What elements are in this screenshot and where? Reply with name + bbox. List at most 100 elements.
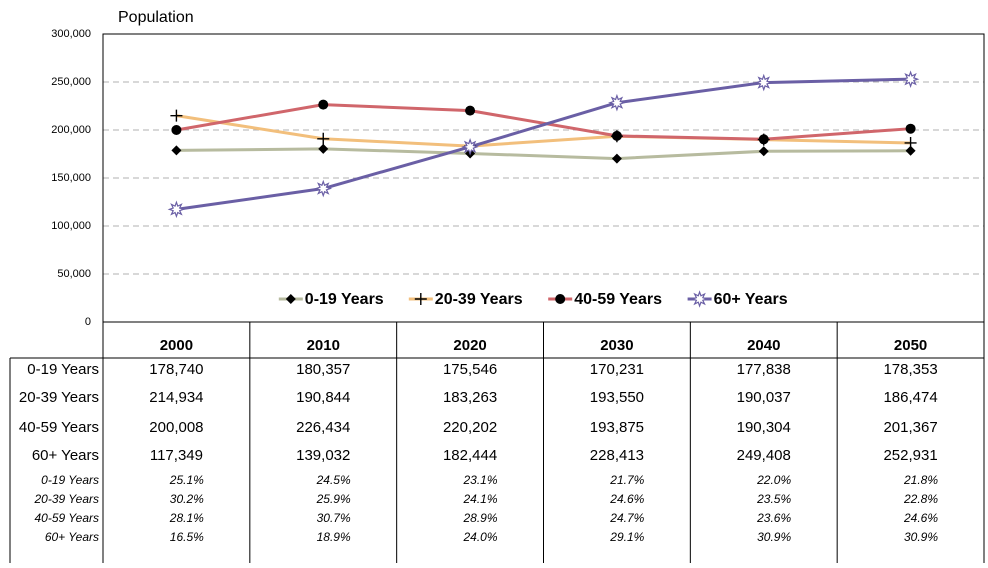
table-cell: 23.1% bbox=[462, 473, 497, 487]
marker bbox=[611, 130, 622, 141]
table-cell: 226,434 bbox=[296, 419, 350, 436]
y-tick-label: 0 bbox=[85, 316, 91, 328]
table-cell: 200,008 bbox=[149, 419, 203, 436]
marker bbox=[690, 290, 709, 308]
column-header: 2050 bbox=[894, 337, 927, 354]
table-cell: 139,032 bbox=[296, 447, 350, 464]
table-cell: 190,844 bbox=[296, 389, 350, 406]
table-cell: 193,875 bbox=[590, 419, 644, 436]
table-cell: 16.5% bbox=[170, 530, 204, 544]
table-cell: 25.9% bbox=[316, 492, 351, 506]
table-cell: 29.1% bbox=[609, 530, 644, 544]
marker bbox=[555, 294, 566, 304]
marker bbox=[318, 143, 329, 154]
table-cell: 252,931 bbox=[883, 447, 937, 464]
table-cell: 24.5% bbox=[316, 473, 351, 487]
marker bbox=[904, 136, 917, 149]
marker bbox=[758, 134, 769, 145]
legend-label: 20-39 Years bbox=[435, 291, 523, 308]
table-cell: 201,367 bbox=[883, 419, 937, 436]
table-cell: 228,413 bbox=[590, 447, 644, 464]
table-cell: 178,740 bbox=[149, 361, 203, 378]
column-header: 2020 bbox=[453, 337, 486, 354]
marker bbox=[465, 105, 476, 116]
table-cell: 22.8% bbox=[903, 492, 938, 506]
row-label: 0-19 Years bbox=[41, 473, 99, 487]
marker bbox=[314, 179, 333, 198]
table-cell: 28.1% bbox=[169, 511, 204, 525]
table-cell: 193,550 bbox=[590, 389, 644, 406]
table-cell: 178,353 bbox=[883, 361, 937, 378]
column-header: 2000 bbox=[160, 337, 193, 354]
table-cell: 24.6% bbox=[903, 511, 938, 525]
series-line bbox=[176, 114, 911, 148]
table-cell: 25.1% bbox=[169, 473, 204, 487]
marker bbox=[608, 93, 626, 112]
legend-item: 60+ Years bbox=[687, 290, 788, 308]
table-cell: 23.5% bbox=[756, 492, 791, 506]
column-header: 2030 bbox=[600, 337, 633, 354]
column-header: 2010 bbox=[307, 337, 340, 354]
table-cell: 30.9% bbox=[904, 530, 938, 544]
marker bbox=[905, 145, 916, 156]
marker bbox=[317, 132, 330, 145]
row-label: 0-19 Years bbox=[27, 361, 99, 378]
table-cell: 18.9% bbox=[317, 530, 351, 544]
table-cell: 186,474 bbox=[883, 389, 937, 406]
row-label: 20-39 Years bbox=[19, 389, 99, 406]
table-cell: 21.7% bbox=[609, 473, 644, 487]
y-tick-label: 300,000 bbox=[51, 28, 91, 40]
marker bbox=[171, 145, 182, 156]
table-cell: 24.7% bbox=[609, 511, 644, 525]
table-cell: 30.7% bbox=[317, 511, 351, 525]
table-cell: 21.8% bbox=[903, 473, 938, 487]
table-cell: 182,444 bbox=[443, 447, 497, 464]
table-cell: 30.9% bbox=[757, 530, 791, 544]
table-cell: 24.6% bbox=[609, 492, 644, 506]
y-tick-label: 200,000 bbox=[51, 124, 91, 136]
legend-label: 60+ Years bbox=[714, 291, 788, 308]
table-cell: 24.1% bbox=[462, 492, 497, 506]
y-tick-label: 100,000 bbox=[51, 220, 91, 232]
series-line bbox=[176, 147, 911, 161]
legend-item: 0-19 Years bbox=[278, 291, 384, 308]
marker bbox=[611, 153, 622, 164]
table-cell: 249,408 bbox=[737, 447, 791, 464]
row-label: 40-59 Years bbox=[35, 511, 100, 525]
table-cell: 180,357 bbox=[296, 361, 350, 378]
row-label: 20-39 Years bbox=[34, 492, 100, 506]
legend-item: 40-59 Years bbox=[548, 291, 662, 308]
legend-label: 40-59 Years bbox=[574, 291, 662, 308]
marker bbox=[901, 70, 920, 88]
y-axis-title: Population bbox=[118, 9, 194, 26]
row-label: 40-59 Years bbox=[19, 419, 99, 436]
table-cell: 28.9% bbox=[462, 511, 497, 525]
legend-item: 20-39 Years bbox=[408, 291, 523, 308]
series-line bbox=[176, 77, 911, 211]
table-cell: 23.6% bbox=[756, 511, 791, 525]
table-cell: 170,231 bbox=[590, 361, 644, 378]
marker bbox=[754, 73, 773, 92]
table-cell: 24.0% bbox=[462, 530, 497, 544]
table-cell: 183,263 bbox=[443, 389, 497, 406]
table-cell: 214,934 bbox=[149, 389, 203, 406]
table-cell: 190,304 bbox=[737, 419, 791, 436]
table-cell: 190,037 bbox=[737, 389, 791, 406]
table-cell: 177,838 bbox=[737, 361, 791, 378]
table-cell: 22.0% bbox=[756, 473, 791, 487]
y-tick-label: 250,000 bbox=[51, 76, 91, 88]
marker bbox=[170, 109, 183, 122]
marker bbox=[167, 200, 186, 219]
table-cell: 220,202 bbox=[443, 419, 497, 436]
row-label: 60+ Years bbox=[32, 447, 99, 464]
table-cell: 30.2% bbox=[170, 492, 204, 506]
marker bbox=[285, 294, 296, 304]
marker bbox=[318, 99, 329, 110]
marker bbox=[905, 123, 916, 134]
table-cell: 117,349 bbox=[150, 447, 203, 464]
row-label: 60+ Years bbox=[45, 530, 99, 544]
column-header: 2040 bbox=[747, 337, 780, 354]
table-cell: 175,546 bbox=[443, 361, 497, 378]
marker bbox=[461, 138, 479, 156]
